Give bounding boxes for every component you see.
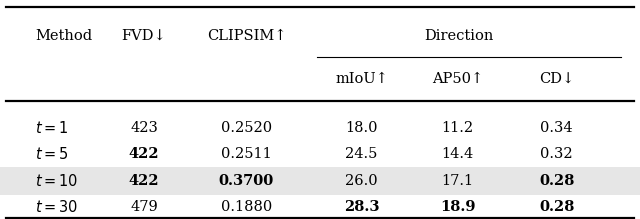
Text: Method: Method	[35, 29, 92, 43]
Text: $t = 30$: $t = 30$	[35, 199, 79, 215]
Text: 17.1: 17.1	[442, 174, 474, 188]
Text: 26.0: 26.0	[346, 174, 378, 188]
Text: 11.2: 11.2	[442, 121, 474, 135]
Text: 0.34: 0.34	[541, 121, 573, 135]
Text: 14.4: 14.4	[442, 147, 474, 161]
Text: Direction: Direction	[424, 29, 493, 43]
Text: 18.0: 18.0	[346, 121, 378, 135]
Text: 422: 422	[129, 147, 159, 161]
Text: 422: 422	[129, 174, 159, 188]
Text: 0.2511: 0.2511	[221, 147, 272, 161]
Bar	[0, 167, 640, 195]
Text: 479: 479	[130, 200, 158, 214]
Text: CD↓: CD↓	[539, 72, 575, 86]
Text: FVD↓: FVD↓	[122, 29, 166, 43]
Text: 0.28: 0.28	[539, 200, 575, 214]
Text: 0.2520: 0.2520	[221, 121, 272, 135]
Text: 28.3: 28.3	[344, 200, 380, 214]
Text: 24.5: 24.5	[346, 147, 378, 161]
Text: 0.28: 0.28	[539, 174, 575, 188]
Text: 0.3700: 0.3700	[219, 174, 274, 188]
Text: $t = 1$: $t = 1$	[35, 120, 68, 136]
Text: AP50↑: AP50↑	[432, 72, 483, 86]
Text: 18.9: 18.9	[440, 200, 476, 214]
Text: $t = 10$: $t = 10$	[35, 173, 79, 189]
Text: CLIPSIM↑: CLIPSIM↑	[207, 29, 286, 43]
Text: 0.32: 0.32	[541, 147, 573, 161]
Text: 0.1880: 0.1880	[221, 200, 272, 214]
Text: 423: 423	[130, 121, 158, 135]
Text: $t = 5$: $t = 5$	[35, 146, 69, 162]
Text: mIoU↑: mIoU↑	[335, 72, 388, 86]
